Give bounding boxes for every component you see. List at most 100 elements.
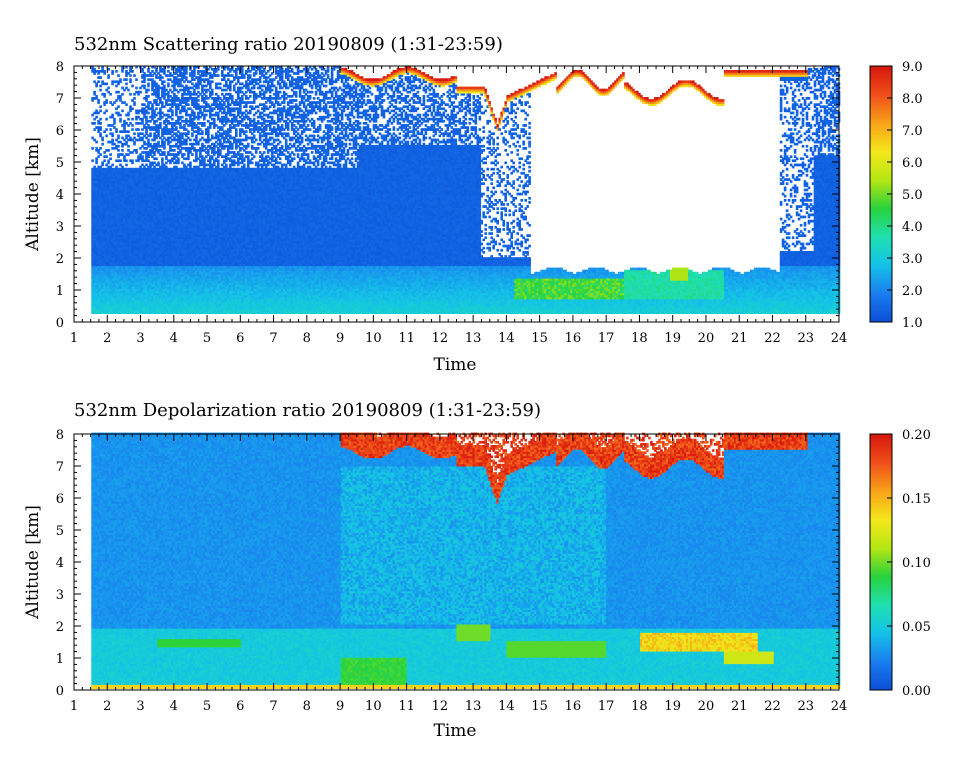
heatmap-cell [135,78,138,81]
heatmap-cell [139,91,142,94]
heatmap-cell [97,80,100,83]
heatmap-cell [93,122,96,125]
heatmap-cell [119,159,122,162]
heatmap-cell [93,91,96,94]
heatmap-cell [133,74,136,77]
heatmap-cell [161,157,164,160]
heatmap-cell [147,95,150,98]
heatmap-cell [109,153,112,156]
heatmap-cell [117,74,120,77]
heatmap-cell [113,118,116,121]
heatmap-cell [129,93,132,96]
heatmap-cell [127,130,130,133]
plot-area [74,66,840,322]
heatmap-cell [163,151,166,154]
heatmap-cell [109,157,112,160]
heatmap-cell [111,139,114,142]
heatmap-cell [115,70,118,73]
heatmap-cell [145,116,148,119]
heatmap-cell [147,112,150,115]
heatmap-cell [105,99,108,102]
heatmap-cell [187,103,190,106]
heatmap-cell [105,118,108,121]
heatmap-cell [131,124,134,127]
heatmap-cell [117,105,120,108]
heatmap-cell [175,126,178,129]
heatmap-cell [171,110,174,113]
heatmap-cell [163,85,166,88]
heatmap-cell [107,74,110,77]
heatmap-cell [95,95,98,98]
heatmap-cell [127,89,130,92]
heatmap-cell [193,112,196,115]
heatmap-cell [121,93,124,96]
heatmap-cell [191,153,194,156]
heatmap-cell [161,101,164,104]
heatmap-cell [171,118,174,121]
heatmap-cell [131,107,134,110]
heatmap-cell [107,149,110,152]
heatmap-cell [99,126,102,129]
heatmap-cell [117,149,120,152]
heatmap-cell [119,118,122,121]
heatmap-cell [181,116,184,119]
heatmap-cell [155,157,158,160]
heatmap-cell [121,149,124,152]
heatmap-cell [125,83,128,86]
heatmap-cell [109,128,112,131]
heatmap-cell [157,141,160,144]
heatmap-cell [133,97,136,100]
heatmap-cell [111,70,114,73]
heatmap-cell [105,83,108,86]
heatmap-cell [133,132,136,135]
heatmap-cell [101,143,104,146]
heatmap-cell [157,162,160,165]
heatmap-cell [105,110,108,113]
heatmap-cell [99,122,102,125]
heatmap-cell [177,157,180,160]
heatmap-cell [119,78,122,81]
heatmap-cell [101,137,104,140]
heatmap-cell [133,101,136,104]
heatmap-cell [115,128,118,131]
heatmap-cell [127,118,130,121]
heatmap-cell [91,147,94,150]
heatmap-cell [147,139,150,142]
heatmap-cell [105,128,108,131]
heatmap-cell [111,114,114,117]
heatmap-cell [155,107,158,110]
heatmap-cell [105,135,108,138]
heatmap-cell [95,116,98,119]
heatmap-cell [131,70,134,73]
heatmap-cell [135,149,138,152]
heatmap-cell [103,70,106,73]
heatmap-cell [159,122,162,125]
heatmap-cell [99,105,102,108]
scattering-ratio-panel: 532nm Scattering ratio 20190809 (1:31-23… [0,0,960,385]
heatmap-cell [91,159,94,162]
heatmap-cell [167,83,170,86]
heatmap-cell [131,85,134,88]
heatmap-cell [119,114,122,117]
heatmap-cell [147,89,150,92]
heatmap-cell [141,155,144,158]
heatmap-cell [161,76,164,79]
heatmap-cell [99,147,102,150]
heatmap-cell [97,99,100,102]
heatmap-cell [117,145,120,148]
chart-title: 532nm Scattering ratio 20190809 (1:31-23… [74,34,503,55]
heatmap-cell [163,80,166,83]
heatmap-cell [131,128,134,131]
heatmap-cell [137,128,140,131]
heatmap-cell [125,103,128,106]
heatmap-cell [121,110,124,113]
heatmap-cell [127,145,130,148]
heatmap-cell [117,135,120,138]
heatmap-cell [131,159,134,162]
heatmap-cell [111,164,114,167]
heatmap-cell [99,132,102,135]
heatmap-cell [99,153,102,156]
heatmap-cell [129,78,132,81]
heatmap-cell [147,83,150,86]
heatmap-cell [185,76,188,79]
